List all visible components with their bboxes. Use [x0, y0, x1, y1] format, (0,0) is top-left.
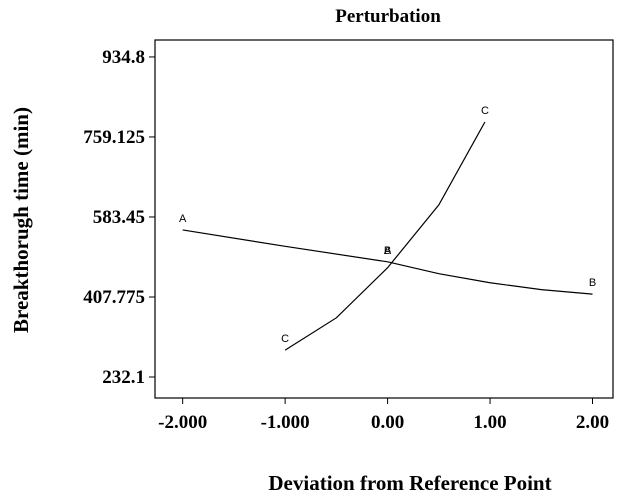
x-tick-label: 1.00	[473, 412, 506, 433]
x-tick-label: 2.00	[576, 412, 609, 433]
line-label: C	[481, 105, 489, 117]
y-tick-label: 232.1	[102, 367, 145, 388]
series-line	[387, 261, 593, 295]
x-tick-label: -1.000	[261, 412, 310, 433]
series-line	[284, 121, 486, 351]
y-axis-label: Breakthorugh time (min)	[9, 107, 33, 333]
line-label: B	[589, 277, 596, 289]
y-tick-label: 583.45	[93, 207, 145, 228]
line-label: C	[281, 333, 289, 345]
x-tick-label: -2.000	[158, 412, 207, 433]
line-label: A	[179, 213, 187, 225]
y-tick-label: 407.775	[83, 287, 145, 308]
series-line	[182, 229, 388, 263]
chart-title: Perturbation	[335, 6, 441, 27]
x-axis-label: Deviation from Reference Point	[268, 471, 551, 495]
plot-frame	[154, 39, 614, 399]
y-tick-label: 934.8	[102, 47, 145, 68]
x-tick-label: 0.00	[371, 412, 404, 433]
line-label: A	[384, 245, 392, 257]
y-tick-label: 759.125	[83, 127, 145, 148]
line-label: B	[384, 245, 391, 257]
